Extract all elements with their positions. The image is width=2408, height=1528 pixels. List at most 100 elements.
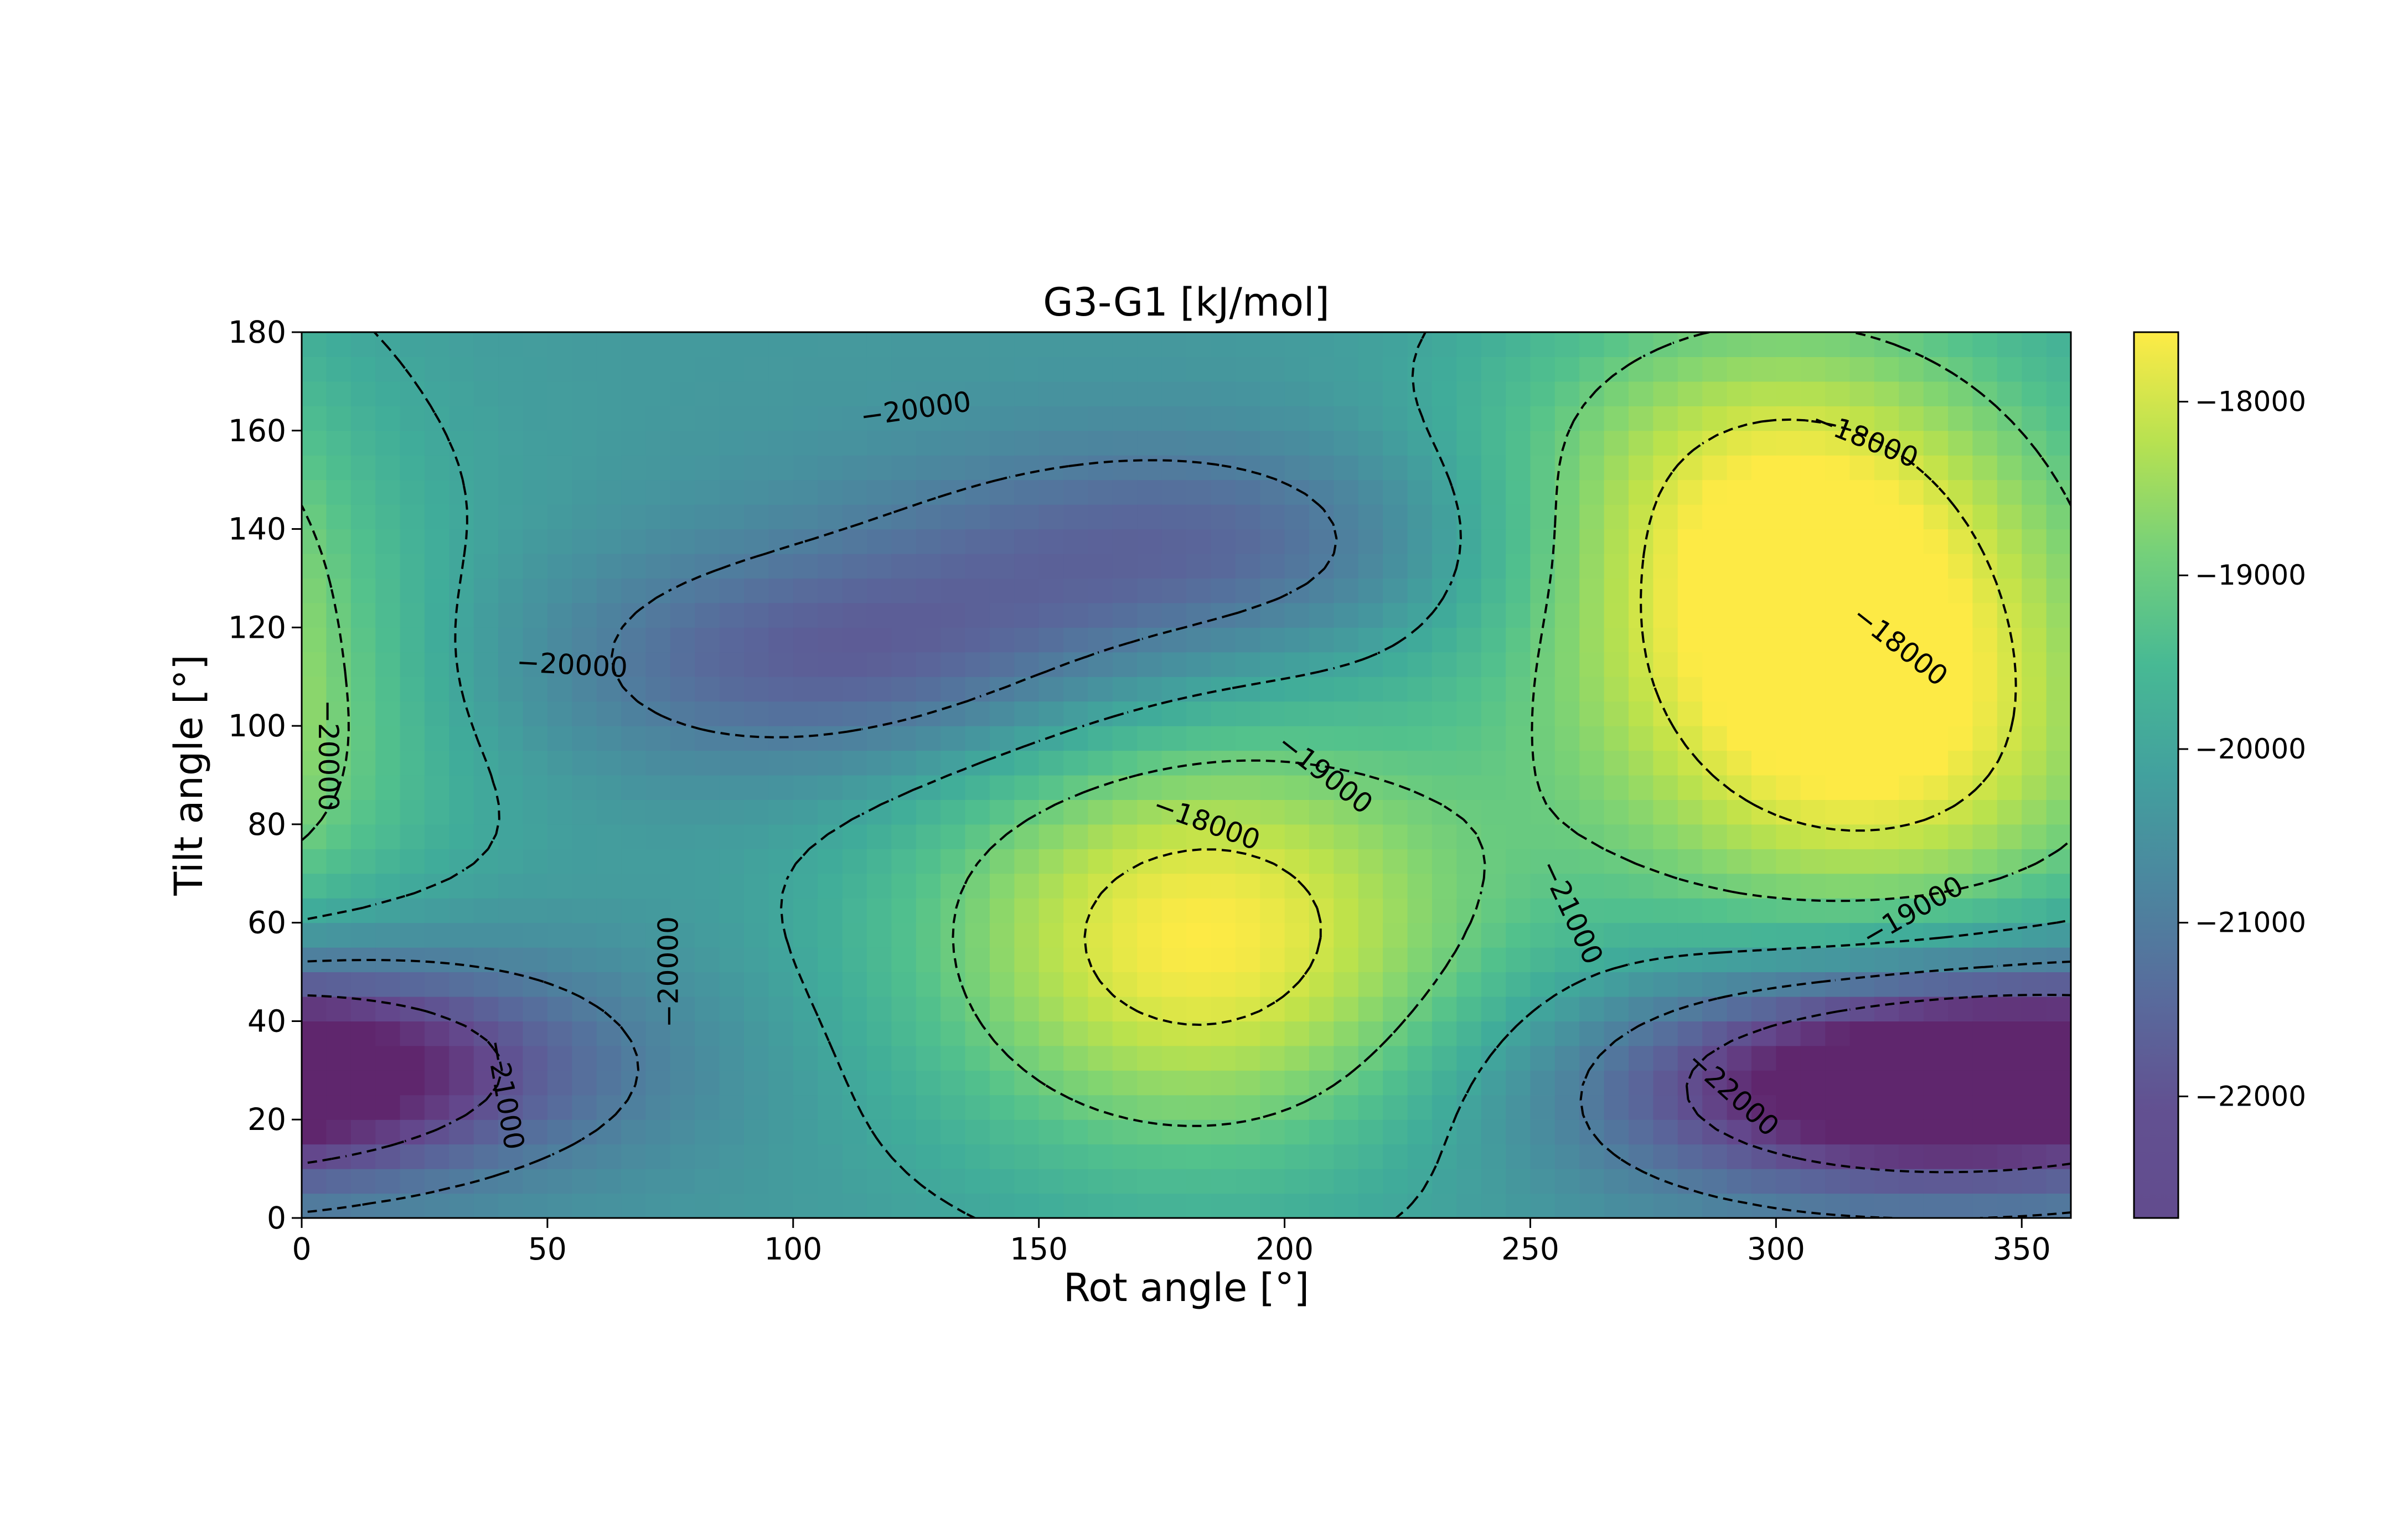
heatmap-cell — [1653, 1095, 1678, 1120]
heatmap-cell — [1604, 332, 1629, 357]
heatmap-cell — [1186, 874, 1211, 899]
heatmap-cell — [1260, 1194, 1285, 1219]
y-tick-label: 60 — [247, 905, 286, 941]
heatmap-cell — [720, 1119, 745, 1144]
heatmap-cell — [818, 332, 843, 357]
heatmap-cell — [621, 627, 646, 652]
heatmap-cell — [670, 480, 695, 505]
heatmap-cell — [2047, 701, 2071, 726]
heatmap-cell — [351, 603, 376, 628]
heatmap-cell — [1997, 923, 2022, 948]
heatmap-cell — [425, 726, 449, 751]
heatmap-cell — [1383, 529, 1408, 554]
heatmap-cell — [1702, 381, 1727, 406]
heatmap-cell — [818, 357, 843, 381]
heatmap-cell — [2022, 431, 2047, 456]
heatmap-cell — [1481, 947, 1506, 972]
heatmap-cell — [1309, 701, 1334, 726]
heatmap-cell — [1211, 455, 1236, 480]
heatmap-cell — [1162, 1095, 1187, 1120]
heatmap-cell — [1579, 1169, 1604, 1194]
heatmap-cell — [1456, 652, 1481, 677]
heatmap-cell — [498, 849, 523, 874]
heatmap-cell — [744, 455, 769, 480]
heatmap-cell — [1113, 504, 1138, 529]
heatmap-cell — [1629, 480, 1653, 505]
heatmap-cell — [621, 898, 646, 923]
heatmap-cell — [793, 652, 818, 677]
heatmap-cell — [941, 1070, 965, 1095]
heatmap-cell — [1997, 799, 2022, 824]
heatmap-cell — [449, 504, 474, 529]
heatmap-cell — [891, 529, 916, 554]
heatmap-cell — [1162, 923, 1187, 948]
heatmap-cell — [1972, 726, 1997, 751]
heatmap-cell — [891, 1194, 916, 1219]
heatmap-cell — [2022, 1095, 2047, 1120]
heatmap-cell — [2022, 578, 2047, 603]
x-tick-label: 0 — [292, 1231, 312, 1267]
heatmap-cell — [695, 874, 720, 899]
heatmap-cell — [1530, 1095, 1555, 1120]
heatmap-cell — [1924, 923, 1949, 948]
heatmap-cell — [547, 1119, 572, 1144]
heatmap-cell — [547, 455, 572, 480]
heatmap-cell — [1211, 554, 1236, 579]
heatmap-cell — [645, 455, 670, 480]
heatmap-cell — [375, 874, 400, 899]
heatmap-cell — [523, 554, 548, 579]
heatmap-cell — [1825, 652, 1850, 677]
heatmap-cell — [1432, 381, 1457, 406]
heatmap-cell — [474, 480, 499, 505]
heatmap-cell — [1579, 603, 1604, 628]
heatmap-cell — [1162, 947, 1187, 972]
heatmap-cell — [375, 1021, 400, 1046]
heatmap-cell — [302, 849, 327, 874]
heatmap-cell — [1776, 923, 1801, 948]
heatmap-cell — [867, 1169, 892, 1194]
heatmap-cell — [843, 947, 867, 972]
heatmap-cell — [1825, 923, 1850, 948]
heatmap-cell — [695, 1095, 720, 1120]
heatmap-cell — [302, 431, 327, 456]
heatmap-cell — [1236, 381, 1260, 406]
heatmap-cell — [1972, 504, 1997, 529]
heatmap-cell — [1211, 1070, 1236, 1095]
heatmap-cell — [1285, 1144, 1310, 1169]
heatmap-cell — [1236, 529, 1260, 554]
heatmap-cell — [1579, 701, 1604, 726]
heatmap-cell — [351, 504, 376, 529]
heatmap-cell — [1555, 1194, 1580, 1219]
heatmap-cell — [1309, 332, 1334, 357]
heatmap-cell — [768, 1046, 793, 1071]
heatmap-cell — [1334, 701, 1358, 726]
heatmap-cell — [1211, 431, 1236, 456]
heatmap-cell — [1506, 849, 1531, 874]
heatmap-cell — [547, 578, 572, 603]
heatmap-cell — [1088, 923, 1113, 948]
heatmap-cell — [1727, 751, 1752, 776]
heatmap-cell — [1432, 357, 1457, 381]
heatmap-cell — [990, 1070, 1015, 1095]
heatmap-cell — [2047, 1119, 2071, 1144]
heatmap-cell — [498, 1194, 523, 1219]
x-tick-label: 100 — [764, 1231, 822, 1267]
heatmap-cell — [1702, 824, 1727, 849]
heatmap-cell — [1408, 1144, 1433, 1169]
heatmap-cell — [941, 1169, 965, 1194]
heatmap-cell — [1186, 529, 1211, 554]
heatmap-cell — [302, 898, 327, 923]
heatmap-cell — [1751, 455, 1776, 480]
heatmap-cell — [1137, 480, 1162, 505]
heatmap-cell — [793, 1070, 818, 1095]
heatmap-cell — [1334, 406, 1358, 431]
heatmap-cell — [1432, 332, 1457, 357]
heatmap-cell — [1014, 504, 1039, 529]
heatmap-cell — [1456, 751, 1481, 776]
heatmap-cell — [1186, 1144, 1211, 1169]
heatmap-cell — [1039, 431, 1064, 456]
heatmap-cell — [818, 1070, 843, 1095]
heatmap-cell — [916, 357, 941, 381]
heatmap-cell — [1555, 1095, 1580, 1120]
heatmap-cell — [1997, 529, 2022, 554]
